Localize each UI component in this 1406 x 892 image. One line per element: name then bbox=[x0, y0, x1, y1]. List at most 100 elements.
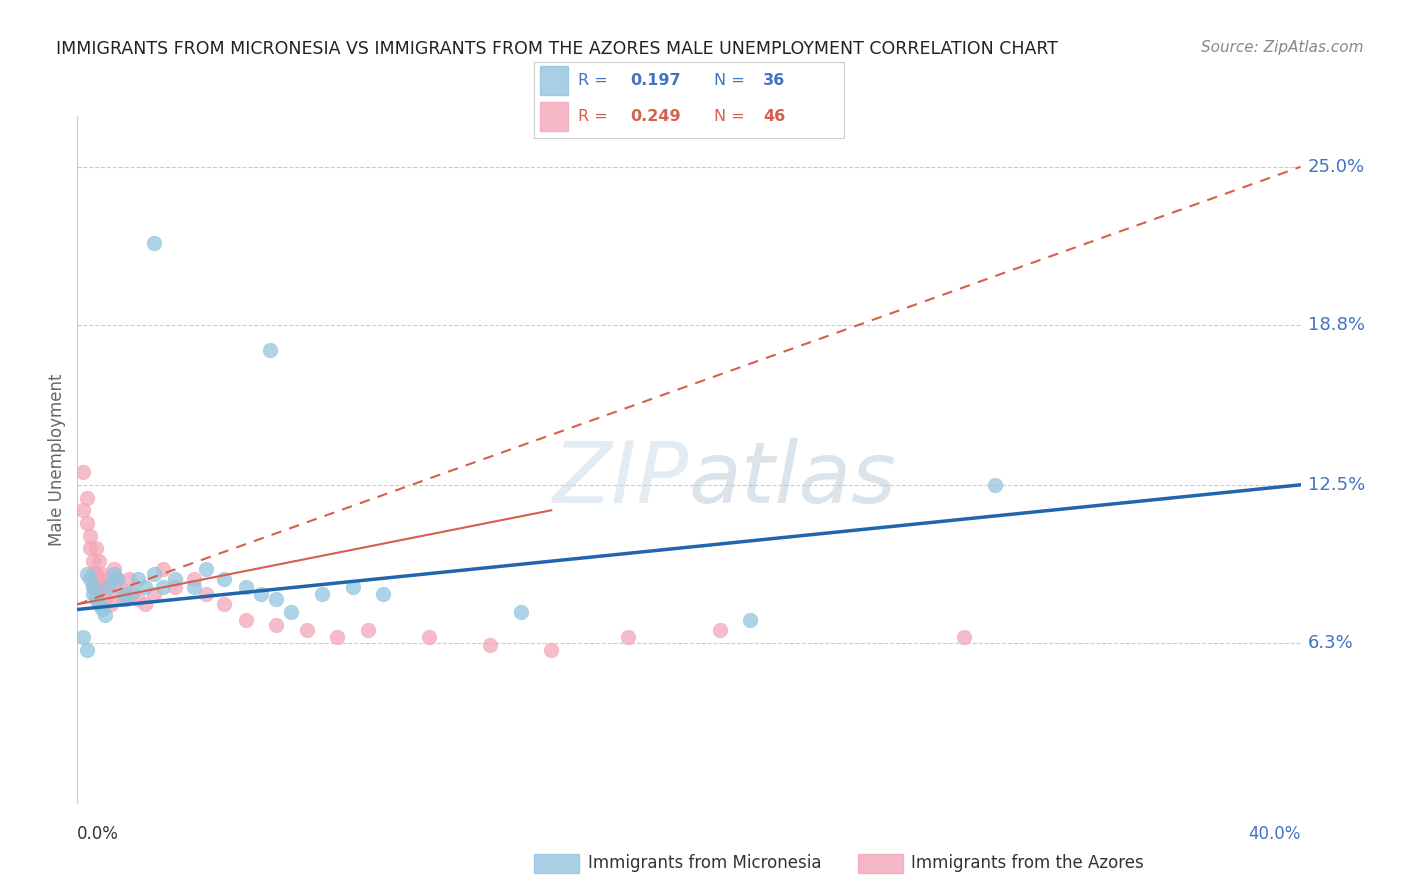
Point bbox=[94, 607, 117, 622]
Point bbox=[82, 580, 104, 594]
Point bbox=[418, 631, 440, 645]
Text: 25.0%: 25.0% bbox=[1308, 158, 1365, 176]
Text: 0.249: 0.249 bbox=[630, 109, 681, 124]
Text: R =: R = bbox=[578, 109, 613, 124]
Point bbox=[235, 580, 257, 594]
Point bbox=[953, 631, 976, 645]
Point bbox=[295, 623, 318, 637]
Text: Immigrants from the Azores: Immigrants from the Azores bbox=[911, 855, 1144, 872]
Text: N =: N = bbox=[714, 109, 749, 124]
Text: 46: 46 bbox=[763, 109, 786, 124]
Point bbox=[342, 580, 364, 594]
Point bbox=[121, 587, 143, 601]
Point bbox=[76, 643, 98, 657]
Point bbox=[264, 617, 287, 632]
Point bbox=[127, 572, 149, 586]
Point bbox=[97, 580, 120, 594]
Point bbox=[740, 613, 762, 627]
Point bbox=[121, 584, 143, 599]
Point bbox=[142, 566, 165, 581]
Point bbox=[212, 572, 235, 586]
Point bbox=[84, 541, 107, 556]
Point bbox=[105, 572, 128, 586]
Point bbox=[709, 623, 731, 637]
Point bbox=[87, 580, 110, 594]
Point bbox=[152, 562, 174, 576]
Point bbox=[100, 598, 122, 612]
Point bbox=[72, 465, 94, 479]
Point bbox=[94, 592, 117, 607]
Point bbox=[72, 631, 94, 645]
Point bbox=[87, 598, 110, 612]
Text: Immigrants from Micronesia: Immigrants from Micronesia bbox=[588, 855, 821, 872]
Point bbox=[76, 491, 98, 505]
Point bbox=[82, 587, 104, 601]
Point bbox=[103, 566, 125, 581]
Text: 12.5%: 12.5% bbox=[1308, 475, 1365, 494]
Text: 36: 36 bbox=[763, 73, 786, 88]
Text: N =: N = bbox=[714, 73, 749, 88]
Point bbox=[509, 605, 531, 619]
Point bbox=[84, 592, 107, 607]
Point bbox=[76, 516, 98, 530]
Point bbox=[79, 572, 101, 586]
Text: Source: ZipAtlas.com: Source: ZipAtlas.com bbox=[1201, 40, 1364, 55]
Point bbox=[984, 478, 1007, 492]
Point bbox=[479, 638, 502, 652]
Point bbox=[250, 587, 273, 601]
Y-axis label: Male Unemployment: Male Unemployment bbox=[48, 373, 66, 546]
Text: IMMIGRANTS FROM MICRONESIA VS IMMIGRANTS FROM THE AZORES MALE UNEMPLOYMENT CORRE: IMMIGRANTS FROM MICRONESIA VS IMMIGRANTS… bbox=[56, 40, 1059, 58]
Point bbox=[90, 602, 112, 616]
Point bbox=[97, 587, 120, 601]
Point bbox=[127, 592, 149, 607]
Point bbox=[134, 580, 156, 594]
Text: 18.8%: 18.8% bbox=[1308, 316, 1365, 334]
Point bbox=[371, 587, 394, 601]
Point bbox=[194, 587, 217, 601]
Point bbox=[112, 587, 135, 601]
Point bbox=[84, 566, 107, 581]
Point bbox=[617, 631, 640, 645]
Point bbox=[79, 529, 101, 543]
Point bbox=[264, 592, 287, 607]
Point bbox=[97, 580, 120, 594]
Point bbox=[103, 562, 125, 576]
Point bbox=[108, 580, 131, 594]
Point bbox=[118, 572, 141, 586]
Point bbox=[311, 587, 333, 601]
Point bbox=[82, 580, 104, 594]
Text: ZIP: ZIP bbox=[553, 439, 689, 522]
Point bbox=[112, 592, 135, 607]
Point bbox=[72, 503, 94, 517]
Point bbox=[183, 580, 205, 594]
Point bbox=[152, 580, 174, 594]
Bar bbox=[540, 66, 568, 95]
Point bbox=[82, 566, 104, 581]
Point bbox=[105, 572, 128, 586]
Point bbox=[115, 592, 138, 607]
Point bbox=[165, 572, 187, 586]
Point bbox=[94, 572, 117, 586]
Point bbox=[280, 605, 302, 619]
Point bbox=[142, 236, 165, 251]
Point bbox=[82, 554, 104, 568]
Point bbox=[90, 566, 112, 581]
Point bbox=[326, 631, 349, 645]
Point bbox=[142, 587, 165, 601]
Point bbox=[194, 562, 217, 576]
Point bbox=[87, 554, 110, 568]
Text: R =: R = bbox=[578, 73, 613, 88]
Point bbox=[134, 598, 156, 612]
Point bbox=[79, 541, 101, 556]
Bar bbox=[540, 102, 568, 130]
Text: 6.3%: 6.3% bbox=[1308, 633, 1354, 651]
Point bbox=[183, 572, 205, 586]
Point bbox=[235, 613, 257, 627]
Point bbox=[540, 643, 562, 657]
Point bbox=[90, 580, 112, 594]
Point bbox=[115, 587, 138, 601]
Point bbox=[76, 566, 98, 581]
Text: 0.0%: 0.0% bbox=[77, 825, 120, 843]
Point bbox=[357, 623, 380, 637]
Point bbox=[212, 598, 235, 612]
